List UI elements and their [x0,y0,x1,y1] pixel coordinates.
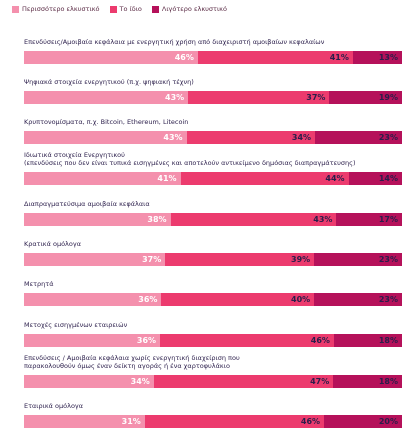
data-label: 23% [378,255,398,264]
legend-label: Το ίδιο [119,5,142,13]
data-label: 43% [313,215,333,224]
legend-label: Λιγότερο ελκυστικό [161,5,227,13]
data-label: 46% [300,417,321,426]
bar-segment: 46% [144,415,325,428]
data-label: 37% [306,93,326,102]
legend: Περισσότερο ελκυστικό Το ίδιο Λιγότερο ελκ… [12,3,227,15]
row-label: Επενδύσεις / Αμοιβαία κεφάλαια χωρίς ενε… [24,354,240,370]
row-label: Επενδύσεις/Αμοιβαία κεφάλαια με ενεργητι… [24,37,325,46]
data-label: 18% [378,377,398,386]
data-label: 46% [174,53,194,62]
bar-segment: 36% [24,334,161,347]
bar-segment: 34% [186,131,316,144]
bar-row: 43% 34% 23% [24,131,402,144]
bar-segment: 13% [352,51,402,64]
legend-swatch [151,5,159,13]
data-label: 34% [130,377,150,386]
bar-segment: 31% [24,415,145,428]
bar-segment: 20% [324,415,402,428]
bar-row: 41% 44% 14% [24,172,402,185]
bar-segment: 23% [315,131,402,144]
legend-item: Περισσότερο ελκυστικό [12,5,100,13]
row-label: Ιδιωτικά στοιχεία Ενεργητικού (επενδύσεις… [24,151,356,167]
legend-item: Το ίδιο [109,5,142,13]
data-label: 23% [378,133,398,142]
row-label: Κρατικά ομόλογα [24,239,82,248]
row-label: Κρυπτονομίσματα, π.χ. Bitcoin, Ethereum,… [24,117,189,126]
data-label: 41% [157,174,177,183]
legend-swatch [12,5,19,13]
bar-segment: 46% [24,51,198,64]
bar-row: 38% 43% 17% [24,213,402,226]
data-label: 39% [291,255,311,264]
data-label: 43% [165,93,185,102]
bar-segment: 46% [160,334,334,347]
bar-segment: 17% [336,213,402,226]
row-label: Εταιρικά ομόλογα [24,401,84,410]
bar-row: 34% 47% 18% [24,375,402,388]
bar-segment: 14% [348,172,402,185]
bar-segment: 23% [314,253,402,266]
data-label: 20% [378,417,398,426]
legend-item: Λιγότερο ελκυστικό [151,5,227,13]
bar-segment: 19% [329,91,402,104]
bar-segment: 37% [24,253,166,266]
data-label: 40% [291,295,311,304]
data-label: 43% [163,133,183,142]
bar-segment: 43% [24,131,187,144]
bar-row: 46% 41% 13% [24,51,402,64]
legend-label: Περισσότερο ελκυστικό [22,5,100,13]
bar-row: 43% 37% 19% [24,91,402,104]
data-label: 37% [142,255,162,264]
bar-segment: 36% [24,293,162,306]
data-label: 36% [138,295,158,304]
bar-segment: 34% [24,375,154,388]
data-label: 36% [136,336,157,345]
bar-segment: 18% [333,334,402,347]
data-label: 41% [329,53,349,62]
data-label: 13% [378,53,398,62]
row-label: Μετρητά [24,279,54,288]
data-label: 14% [378,174,398,183]
data-label: 34% [291,133,312,142]
bar-row: 31% 46% 20% [24,415,402,428]
bar-segment: 37% [188,91,330,104]
data-label: 38% [147,215,167,224]
bar-segment: 41% [24,172,181,185]
bar-segment: 43% [170,213,337,226]
legend-swatch [109,5,117,13]
data-label: 18% [378,336,398,345]
row-label: Μετοχές εισηγμένων εταιρειών [24,320,128,329]
bar-segment: 23% [314,293,402,306]
bar-segment: 18% [333,375,402,388]
bar-segment: 47% [153,375,334,388]
data-label: 17% [378,215,398,224]
data-label: 46% [310,336,330,345]
bar-segment: 40% [161,293,315,306]
bar-segment: 39% [165,253,315,266]
bar-row: 36% 40% 23% [24,293,402,306]
bar-row: 36% 46% 18% [24,334,402,347]
data-label: 31% [121,417,141,426]
data-label: 23% [378,295,398,304]
bar-segment: 38% [24,213,171,226]
bar-segment: 41% [197,51,353,64]
bar-segment: 43% [24,91,189,104]
data-label: 47% [310,377,330,386]
bar-row: 37% 39% 23% [24,253,402,266]
data-label: 44% [325,174,345,183]
row-label: Ψηφιακά στοιχεία ενεργητικού (π.χ. ψηφια… [24,77,194,86]
bar-segment: 44% [180,172,349,185]
row-label: Διαπραγματεύσιμα αμοιβαία κεφάλαια [24,199,150,208]
data-label: 19% [378,93,398,102]
